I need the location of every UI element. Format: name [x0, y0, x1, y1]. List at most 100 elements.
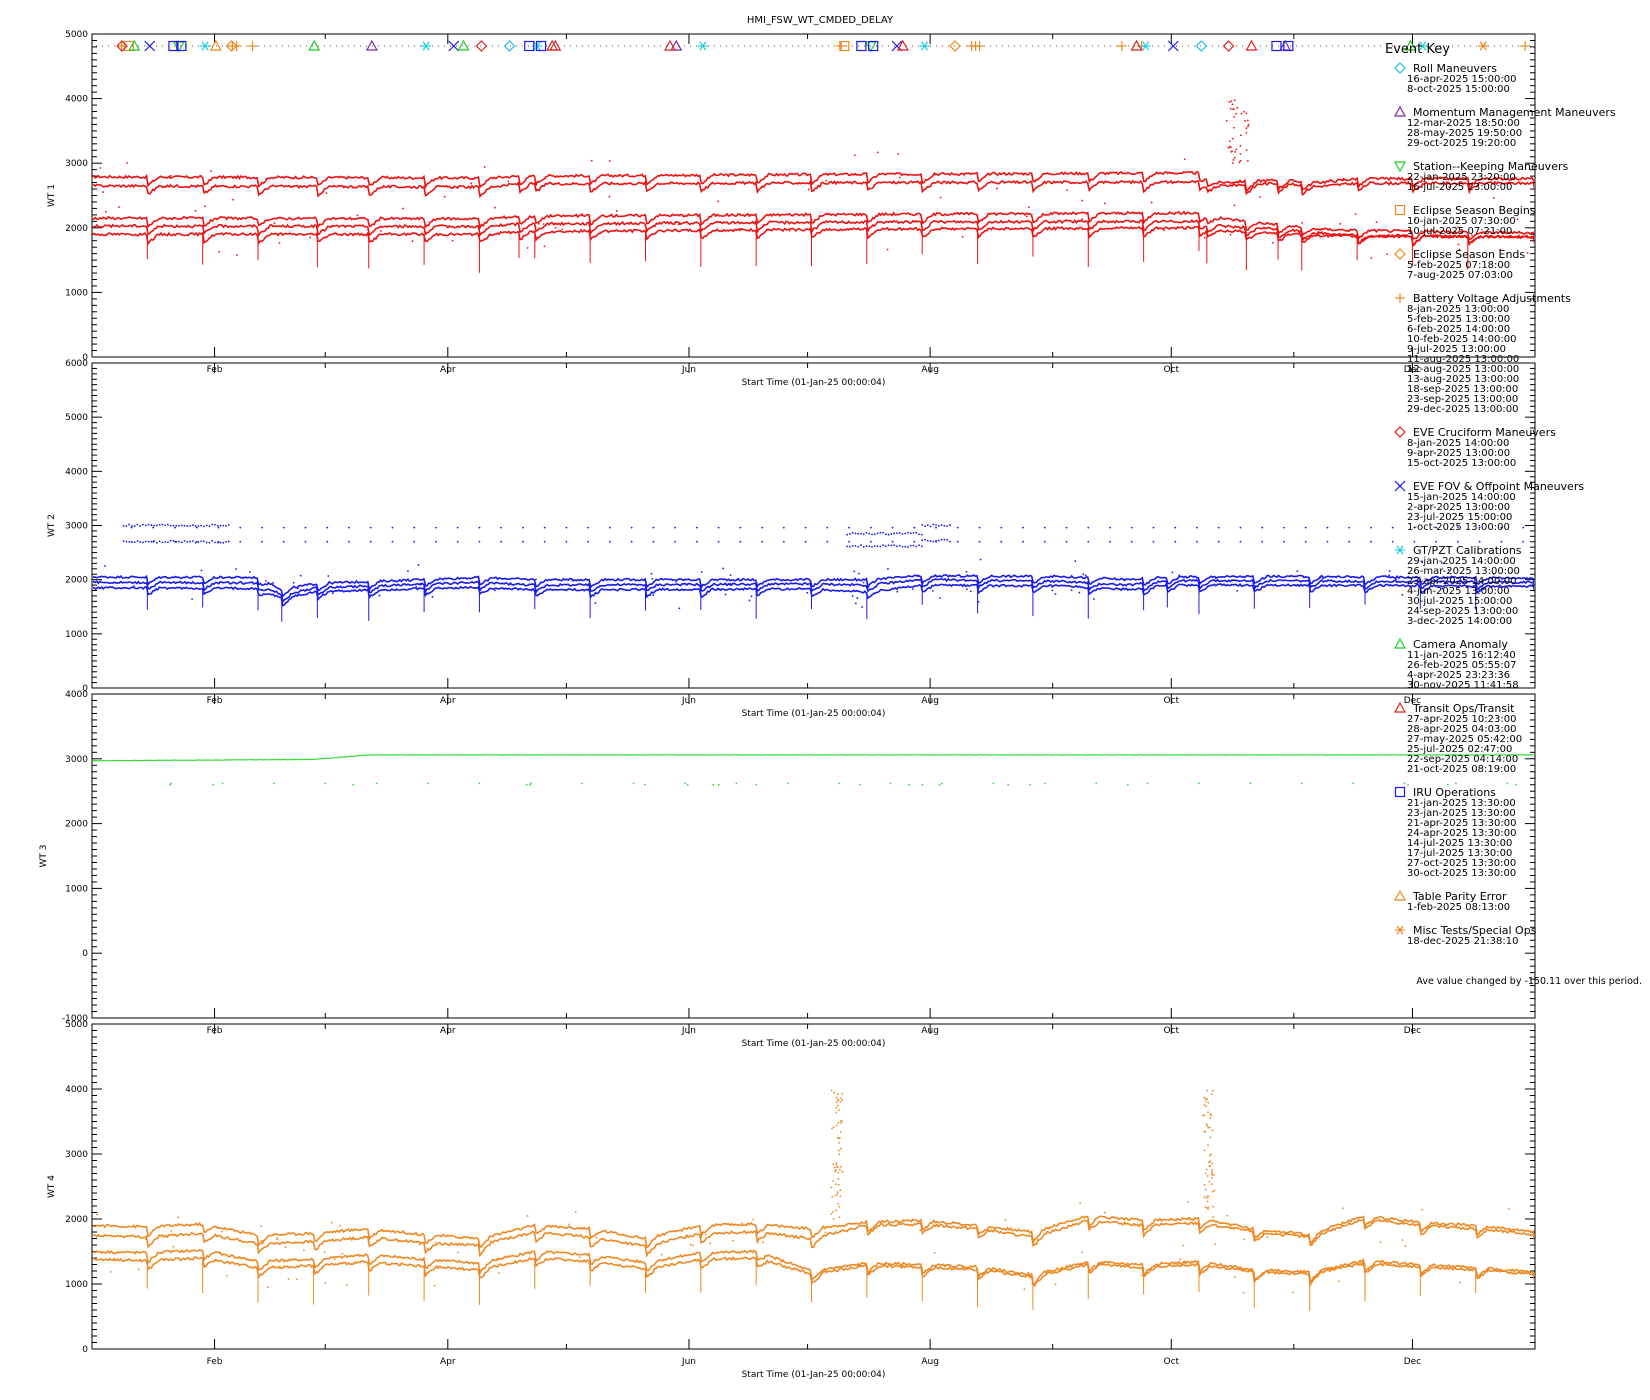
outlier-point — [1179, 1258, 1182, 1261]
outlier-point — [838, 782, 841, 785]
event-symbol-plus — [974, 41, 985, 51]
event-key-title: Event Key — [1385, 42, 1450, 57]
outlier-point — [651, 577, 654, 580]
outlier-point — [299, 574, 302, 577]
event-symbol-triangle — [896, 39, 909, 51]
sparse-band-point — [1261, 526, 1264, 529]
outlier-point — [191, 598, 194, 600]
sparse-band-point — [261, 540, 263, 543]
outlier-point — [1103, 202, 1106, 205]
series-line-3 — [93, 582, 1534, 607]
event-symbol-square — [1283, 40, 1294, 52]
outlier-point — [296, 587, 299, 590]
outlier-point — [402, 207, 404, 210]
outlier-point — [221, 1230, 223, 1233]
sparse-band-point — [890, 533, 893, 535]
event-symbol-plus — [836, 41, 847, 51]
sparse-band-point — [761, 540, 764, 543]
event-key-date: 10-jan-2025 07:30:00 — [1407, 216, 1516, 227]
outlier-point — [837, 1177, 840, 1180]
sparse-band-point — [1196, 526, 1198, 529]
sparse-band-point — [225, 540, 227, 543]
event-key-date: 17-jul-2025 13:30:00 — [1407, 848, 1512, 859]
event-symbol-triangle-down — [1393, 161, 1407, 173]
event-symbol-plus — [116, 41, 127, 51]
event-key-date: 21-oct-2025 08:19:00 — [1407, 764, 1516, 775]
y-tick-label: 0 — [82, 949, 88, 959]
outlier-point — [788, 229, 791, 232]
outlier-point — [126, 161, 128, 164]
outlier-point — [1230, 100, 1233, 103]
outlier-point — [235, 568, 237, 570]
sparse-band-point — [195, 526, 198, 529]
event-symbol-triangle — [1393, 889, 1407, 901]
event-symbol-cross — [891, 40, 903, 52]
sparse-band-point — [851, 544, 854, 547]
series-line-2 — [93, 179, 1534, 199]
outlier-point — [748, 599, 751, 602]
sparse-band-point — [1152, 540, 1155, 543]
outlier-point — [170, 1230, 173, 1232]
outlier-point — [1492, 573, 1495, 575]
sparse-band-point — [920, 533, 923, 536]
outlier-point — [1238, 161, 1241, 164]
sparse-band-point — [913, 526, 916, 529]
outlier-point — [856, 597, 859, 599]
sparse-band-point — [219, 524, 222, 527]
outlier-point — [1296, 584, 1299, 587]
outlier-point — [594, 602, 597, 604]
outlier-point — [272, 782, 275, 785]
outlier-point — [561, 228, 564, 231]
outlier-point — [470, 182, 472, 185]
outlier-point — [832, 1217, 835, 1220]
outlier-point — [535, 578, 537, 581]
outlier-point — [1029, 783, 1032, 786]
x-axis-label: Start Time (01-Jan-25 00:00:04) — [742, 378, 886, 388]
event-key-label: Camera Anomaly — [1413, 638, 1508, 651]
x-axis-label: Start Time (01-Jan-25 00:00:04) — [742, 1039, 886, 1049]
sparse-band-point — [978, 526, 981, 529]
outlier-point — [284, 1246, 287, 1249]
y-tick-label: 5000 — [65, 1020, 88, 1030]
sparse-band-point — [854, 544, 857, 547]
outlier-point — [839, 1168, 841, 1171]
outlier-point — [457, 1251, 459, 1254]
outlier-point — [581, 782, 584, 785]
outlier-point — [1246, 119, 1249, 122]
event-key-label: Battery Voltage Adjustments — [1413, 292, 1571, 305]
outlier-point — [496, 1257, 499, 1260]
outlier-point — [632, 782, 635, 785]
outlier-point — [94, 588, 97, 591]
outlier-point — [834, 1170, 837, 1173]
outlier-point — [1421, 561, 1424, 564]
outlier-point — [1370, 257, 1373, 260]
sparse-band-point — [174, 526, 176, 529]
outlier-point — [854, 602, 857, 605]
outlier-point — [1206, 1175, 1209, 1177]
event-key-date: 21-jan-2025 13:30:00 — [1407, 798, 1516, 809]
outlier-point — [833, 1166, 836, 1169]
event-symbol-triangle — [1279, 39, 1292, 51]
outlier-point — [917, 574, 920, 577]
outlier-point — [1150, 201, 1153, 204]
data-series-group — [93, 99, 1534, 273]
outlier-point — [699, 1231, 702, 1234]
sparse-band-point — [871, 545, 873, 548]
outlier-point — [1211, 1168, 1213, 1171]
outlier-point — [1401, 1239, 1404, 1241]
event-symbol-asterisk — [1417, 41, 1428, 51]
outlier-point — [1163, 229, 1166, 232]
sparse-band-point — [943, 538, 946, 541]
sparse-band-point — [1261, 540, 1264, 543]
outlier-point — [832, 1126, 835, 1129]
event-key-date: 23-apr-2025 14:00:00 — [1407, 576, 1516, 587]
sparse-band-point — [161, 523, 164, 526]
sparse-band-point — [216, 524, 219, 527]
sparse-band-point — [871, 533, 873, 536]
outlier-point — [1231, 137, 1234, 140]
outlier-point — [1229, 233, 1232, 236]
outlier-point — [838, 1153, 841, 1156]
